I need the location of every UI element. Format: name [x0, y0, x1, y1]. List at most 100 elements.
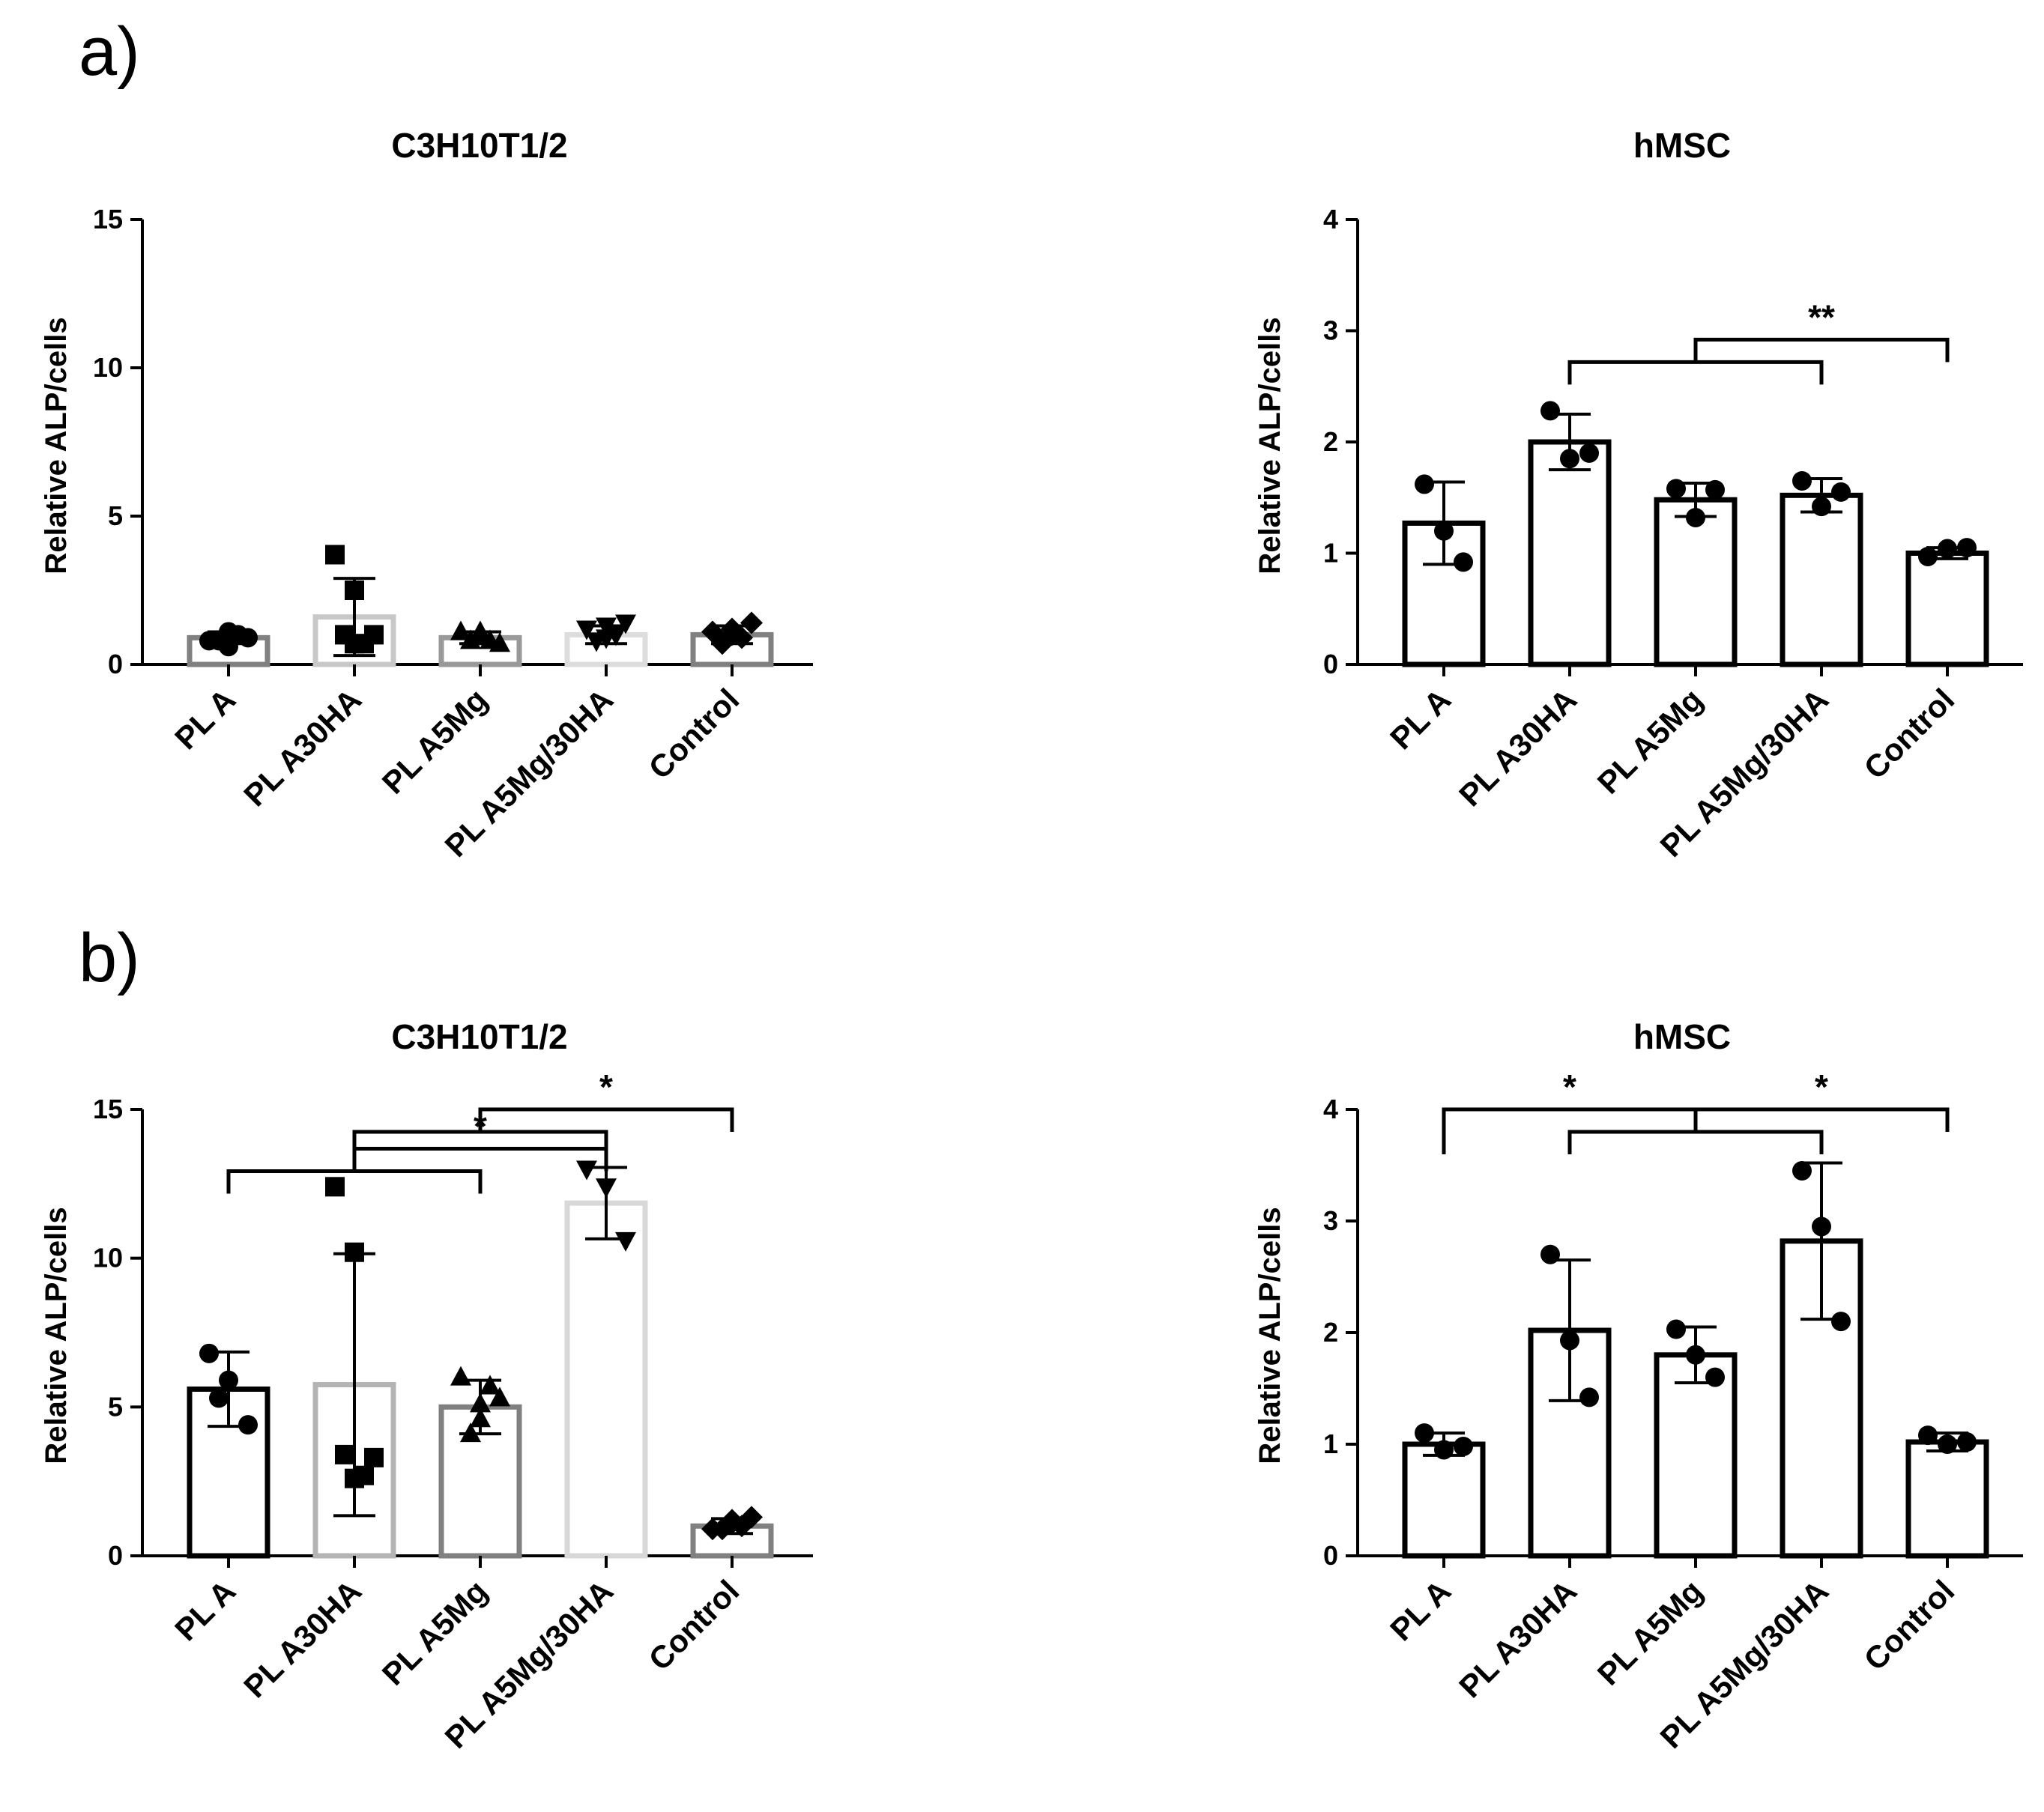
data-point	[721, 623, 743, 646]
data-point	[219, 637, 238, 657]
y-tick-label: 5	[108, 1391, 123, 1422]
x-tick-label: PL A	[1383, 682, 1457, 756]
data-point	[325, 545, 345, 565]
bar	[1402, 1441, 1486, 1559]
data-point	[1812, 1216, 1831, 1237]
x-tick-label: PL A30HA	[1452, 682, 1583, 813]
significance-bracket	[1442, 1107, 1698, 1132]
data-point	[460, 1422, 481, 1443]
significance-label: *	[1563, 1067, 1576, 1106]
data-point	[1666, 479, 1686, 499]
y-tick-label: 3	[1323, 1205, 1338, 1236]
significance-bracket	[1693, 337, 1950, 363]
chart-b-hmsc: hMSC Relative ALP/cells 0 1 2 3 4 PL APL A30H…	[1254, 1017, 2023, 1755]
panel-label-b: b)	[79, 920, 140, 996]
x-tick-label: PL A5Mg	[375, 682, 495, 801]
data-point	[1705, 479, 1725, 500]
y-tick-label: 0	[1323, 1540, 1338, 1571]
data-point	[1957, 538, 1977, 558]
data-point	[615, 1231, 636, 1252]
x-tick-label: PL A30HA	[237, 682, 368, 813]
significance-bracket	[226, 1169, 483, 1194]
y-tick-label: 0	[108, 1540, 123, 1571]
data-point	[480, 1375, 501, 1395]
x-tick-label: PL A	[168, 682, 242, 756]
y-tick-label: 4	[1323, 204, 1338, 234]
data-point	[596, 629, 617, 649]
data-point	[1415, 474, 1434, 494]
y-axis-label: Relative ALP/cells	[40, 1207, 73, 1464]
data-point	[1831, 482, 1851, 502]
y-tick-label: 0	[1323, 649, 1338, 679]
bar	[1905, 1439, 1989, 1559]
data-point	[1686, 507, 1705, 527]
data-point	[1560, 1330, 1579, 1351]
data-point	[450, 1366, 471, 1386]
x-tick-label: Control	[642, 682, 746, 786]
data-point	[335, 1444, 354, 1464]
y-tick-label: 15	[93, 204, 123, 234]
data-point	[1434, 1440, 1454, 1460]
data-point	[1957, 1432, 1977, 1452]
y-tick-label: 5	[108, 500, 123, 531]
x-tick-label: PL A30HA	[1452, 1573, 1583, 1704]
y-axis-label: Relative ALP/cells	[1254, 317, 1286, 574]
y-tick-label: 1	[1323, 538, 1338, 569]
data-point	[1666, 1319, 1686, 1339]
x-tick-label: PL A	[1383, 1573, 1457, 1647]
chart-a-hmsc: hMSC Relative ALP/cells 0 1 2 3 4 PL APL A30H…	[1254, 126, 2023, 864]
data-point	[576, 1160, 597, 1181]
data-point	[470, 1408, 491, 1428]
data-point	[345, 1468, 364, 1488]
y-tick-label: 1	[1323, 1428, 1338, 1459]
x-tick-label: Control	[1857, 1573, 1962, 1677]
bar	[1528, 439, 1612, 667]
data-point	[596, 1178, 617, 1199]
y-tick-label: 10	[93, 1243, 123, 1273]
data-point	[219, 1370, 238, 1390]
data-point	[1705, 1367, 1725, 1387]
chart-title: C3H10T1/2	[391, 1017, 567, 1056]
data-point	[325, 1177, 345, 1197]
chart-title: hMSC	[1633, 1017, 1731, 1056]
y-tick-label: 2	[1323, 426, 1338, 457]
y-axis-label: Relative ALP/cells	[1254, 1207, 1286, 1464]
significance-bracket	[352, 1146, 608, 1172]
data-point	[1792, 470, 1812, 491]
data-point	[1812, 497, 1831, 517]
data-point	[470, 620, 491, 640]
chart-title: C3H10T1/2	[391, 126, 567, 165]
data-point	[345, 1242, 364, 1262]
data-point	[1918, 546, 1938, 566]
y-tick-label: 0	[108, 649, 123, 679]
data-point	[489, 1387, 510, 1407]
data-point	[238, 1415, 258, 1435]
data-point	[364, 1447, 384, 1467]
y-tick-label: 2	[1323, 1317, 1338, 1348]
data-point	[1579, 1387, 1599, 1408]
y-axis-label: Relative ALP/cells	[40, 317, 73, 574]
x-tick-label: PL A5Mg	[375, 1573, 495, 1692]
x-tick-label: Control	[642, 1573, 746, 1677]
data-point	[209, 1388, 229, 1408]
data-point	[1579, 443, 1599, 463]
panel-label-a: a)	[79, 13, 140, 90]
data-point	[615, 614, 636, 634]
bar	[1780, 492, 1863, 667]
data-point	[740, 611, 763, 634]
bar	[1905, 551, 1989, 667]
data-point	[450, 620, 471, 640]
x-tick-label: PL A	[168, 1573, 242, 1647]
significance-label: *	[599, 1067, 613, 1106]
x-tick-label: Control	[1857, 682, 1962, 786]
data-point	[1831, 1312, 1851, 1332]
significance-bracket	[1567, 1130, 1824, 1154]
significance-bracket	[1693, 1107, 1950, 1132]
significance-bracket	[478, 1107, 734, 1132]
significance-bracket	[1567, 360, 1824, 385]
data-point	[345, 581, 364, 600]
data-point	[1540, 1244, 1560, 1264]
data-point	[1792, 1160, 1812, 1181]
